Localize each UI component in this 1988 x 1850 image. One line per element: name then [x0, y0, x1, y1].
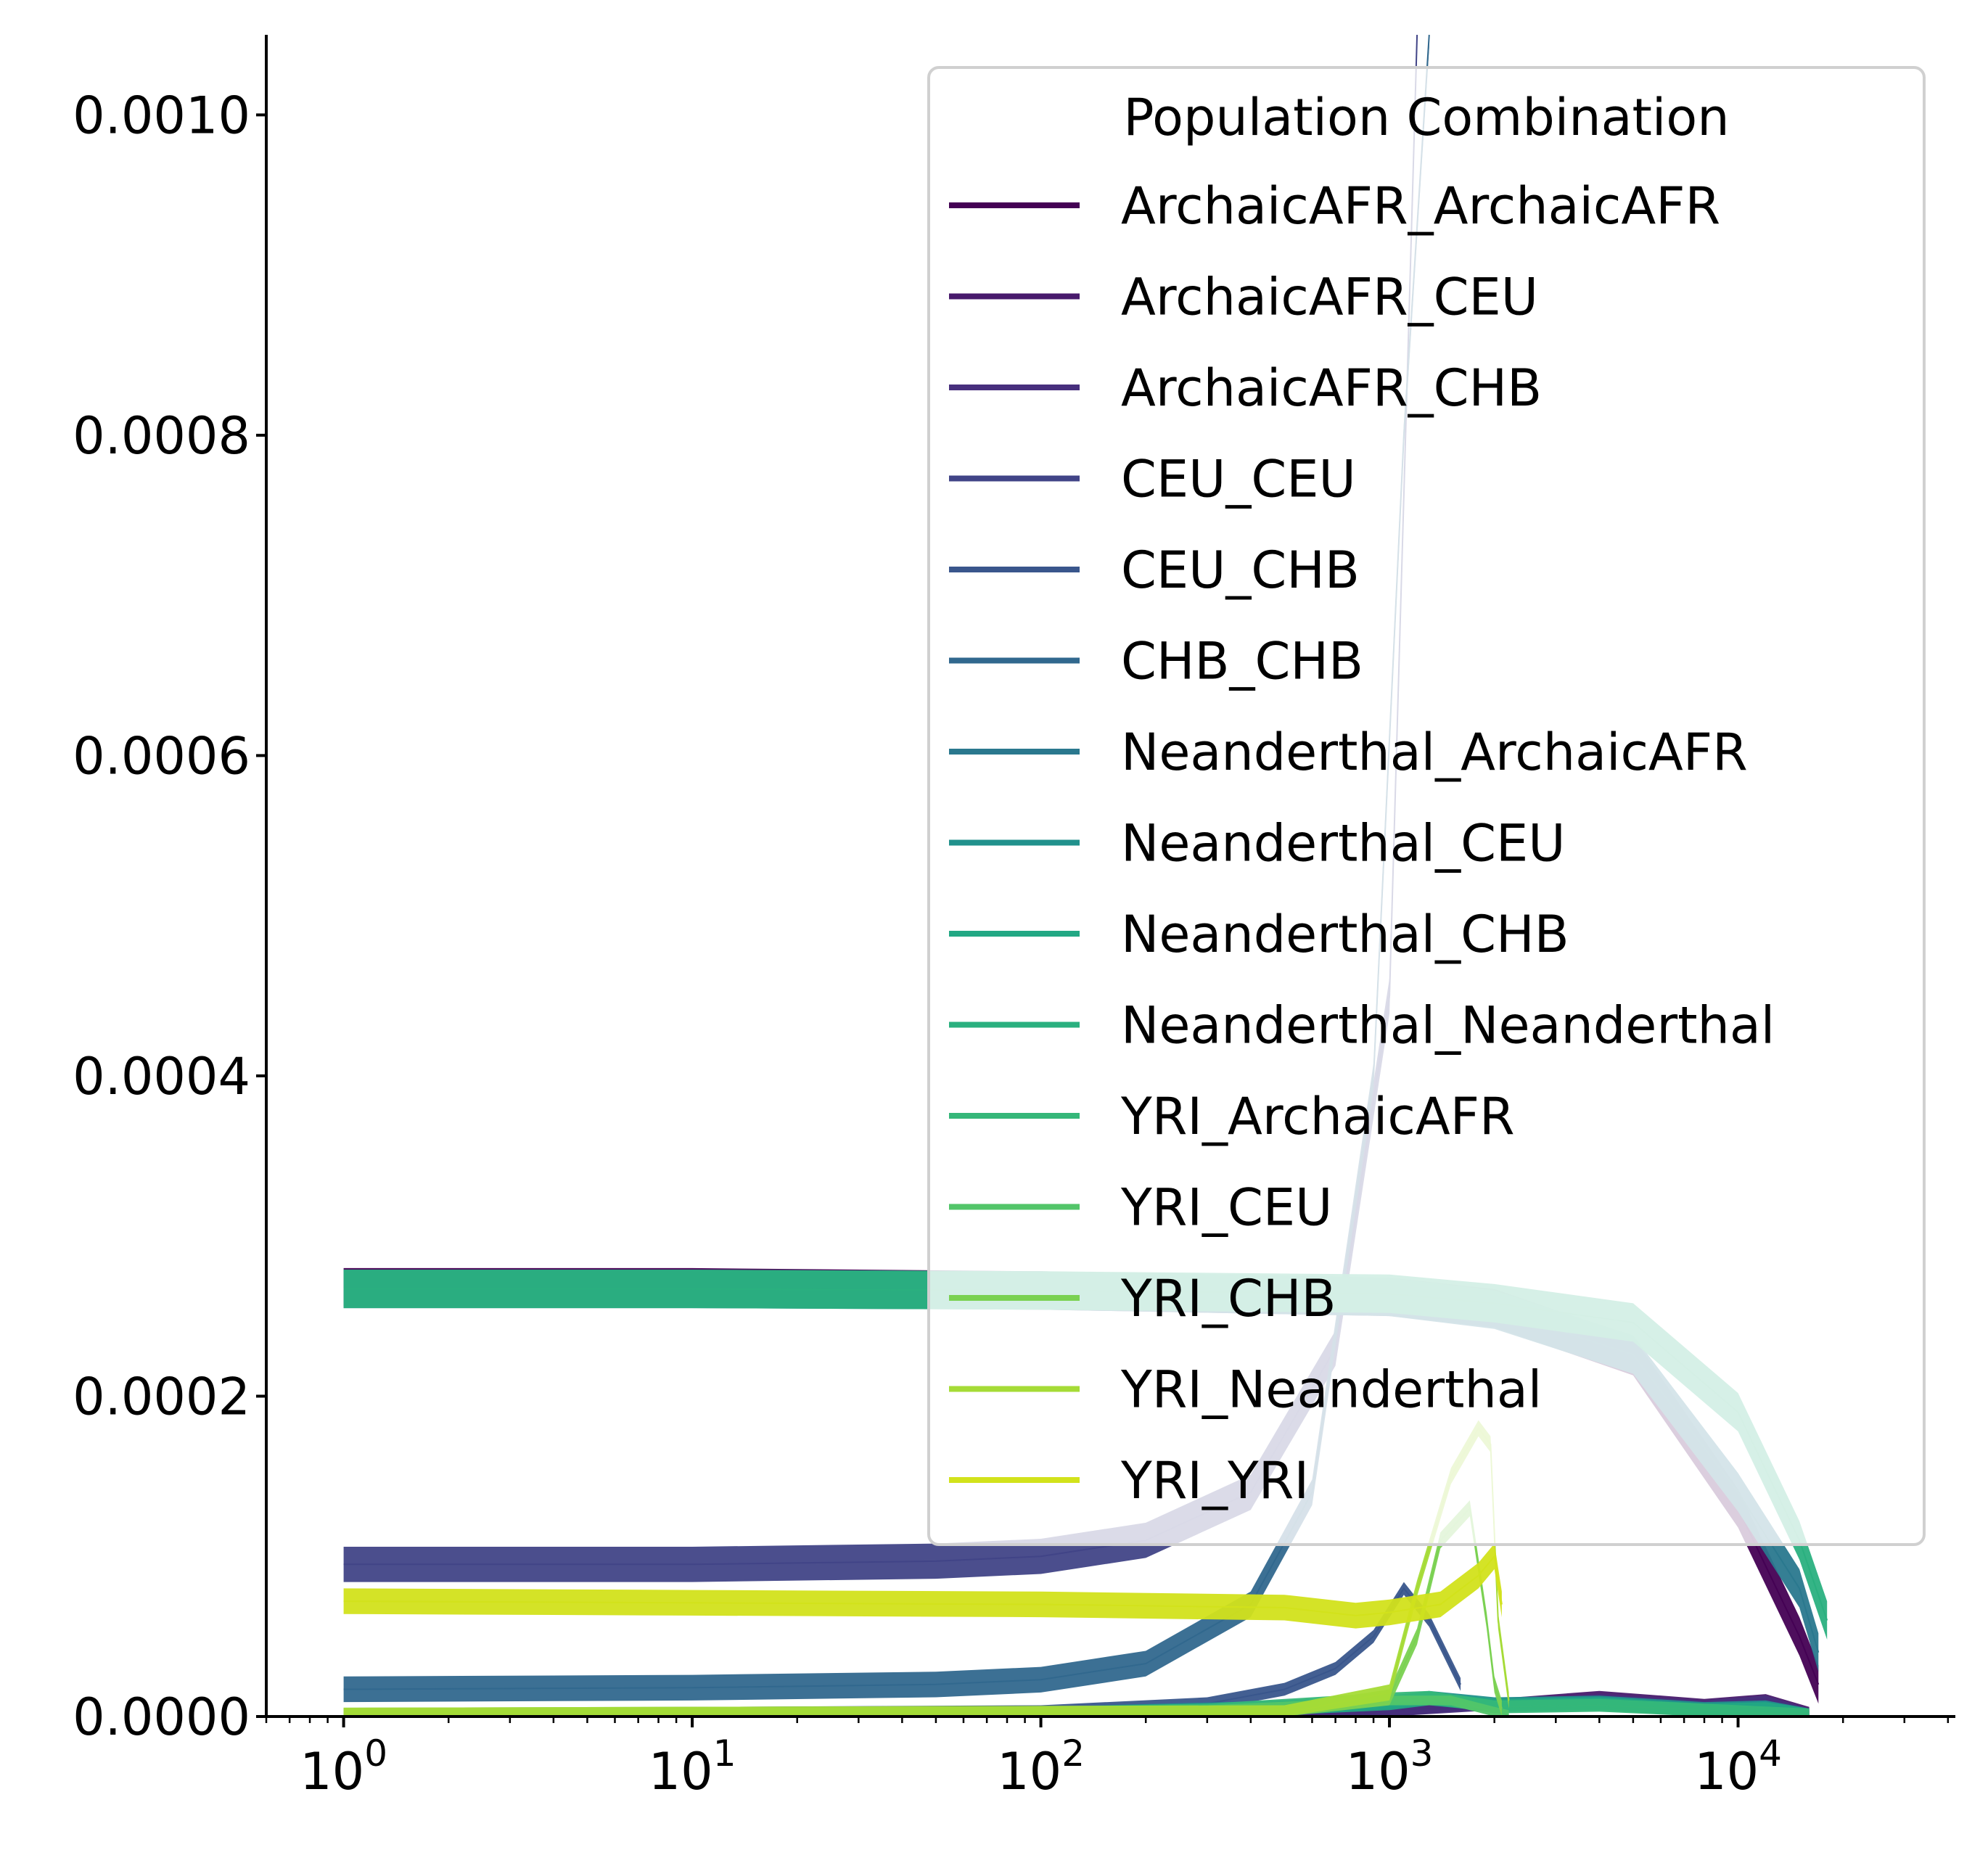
legend-box: [927, 66, 1926, 1546]
legend-label: Neanderthal_ArchaicAFR: [1121, 723, 1748, 782]
y-tick-label: 0.0006: [73, 726, 250, 786]
legend-item: YRI_YRI: [949, 1451, 1309, 1510]
legend-item: YRI_CEU: [949, 1178, 1332, 1238]
legend-item: YRI_CHB: [949, 1269, 1336, 1328]
legend-item: Neanderthal_Neanderthal: [949, 996, 1775, 1056]
legend-label: ArchaicAFR_CHB: [1121, 358, 1542, 418]
x-tick-label: 103: [1346, 1732, 1434, 1801]
legend-label: ArchaicAFR_CEU: [1121, 268, 1538, 327]
series-band-yri-neanderthal: [343, 1420, 1509, 1717]
legend-label: ArchaicAFR_ArchaicAFR: [1121, 176, 1720, 236]
legend-item: ArchaicAFR_CEU: [949, 268, 1538, 327]
legend: Population Combination ArchaicAFR_Archai…: [927, 66, 1926, 1546]
y-tick-label: 0.0002: [73, 1367, 250, 1426]
legend-item: ArchaicAFR_CHB: [949, 358, 1542, 418]
axes: 0.0000 0.0002 0.0004 0.0006 0.0008 0.0010 100 1…: [73, 35, 1955, 1801]
legend-item: CEU_CHB: [949, 540, 1360, 600]
legend-label: YRI_ArchaicAFR: [1120, 1087, 1515, 1146]
legend-item: Neanderthal_ArchaicAFR: [949, 723, 1748, 782]
legend-label: YRI_Neanderthal: [1120, 1360, 1542, 1420]
legend-label: CEU_CEU: [1121, 450, 1356, 509]
legend-label: Neanderthal_CHB: [1121, 905, 1569, 964]
legend-label: YRI_YRI: [1120, 1451, 1309, 1510]
legend-item: YRI_ArchaicAFR: [949, 1087, 1515, 1146]
y-tick-label: 0.0008: [73, 406, 250, 466]
x-tick-label: 104: [1694, 1732, 1782, 1801]
legend-item: CHB_CHB: [949, 632, 1363, 691]
x-tick-label: 102: [997, 1732, 1085, 1801]
series-yri-yri: [343, 1543, 1503, 1629]
series-band-neanderthal-neanderthal: [343, 1270, 1828, 1640]
legend-label: Neanderthal_CEU: [1121, 814, 1565, 873]
legend-label: YRI_CEU: [1120, 1178, 1332, 1238]
legend-item: Neanderthal_CHB: [949, 905, 1569, 964]
y-tick-label: 0.0010: [73, 86, 250, 145]
y-tick-label: 0.0000: [73, 1687, 250, 1747]
legend-label: CEU_CHB: [1121, 540, 1360, 600]
legend-title: Population Combination: [1123, 88, 1729, 147]
legend-item: CEU_CEU: [949, 450, 1356, 509]
legend-item: Neanderthal_CEU: [949, 814, 1565, 873]
legend-label: YRI_CHB: [1120, 1269, 1336, 1328]
y-tick-label: 0.0004: [73, 1047, 250, 1106]
x-tick-label: 100: [300, 1732, 387, 1801]
series-line-yri-yri: [343, 1554, 1503, 1616]
legend-item: YRI_Neanderthal: [949, 1360, 1542, 1420]
legend-item: ArchaicAFR_ArchaicAFR: [949, 176, 1720, 236]
legend-label: Neanderthal_Neanderthal: [1121, 996, 1775, 1056]
x-tick-label: 101: [649, 1732, 736, 1801]
legend-label: CHB_CHB: [1121, 632, 1363, 691]
